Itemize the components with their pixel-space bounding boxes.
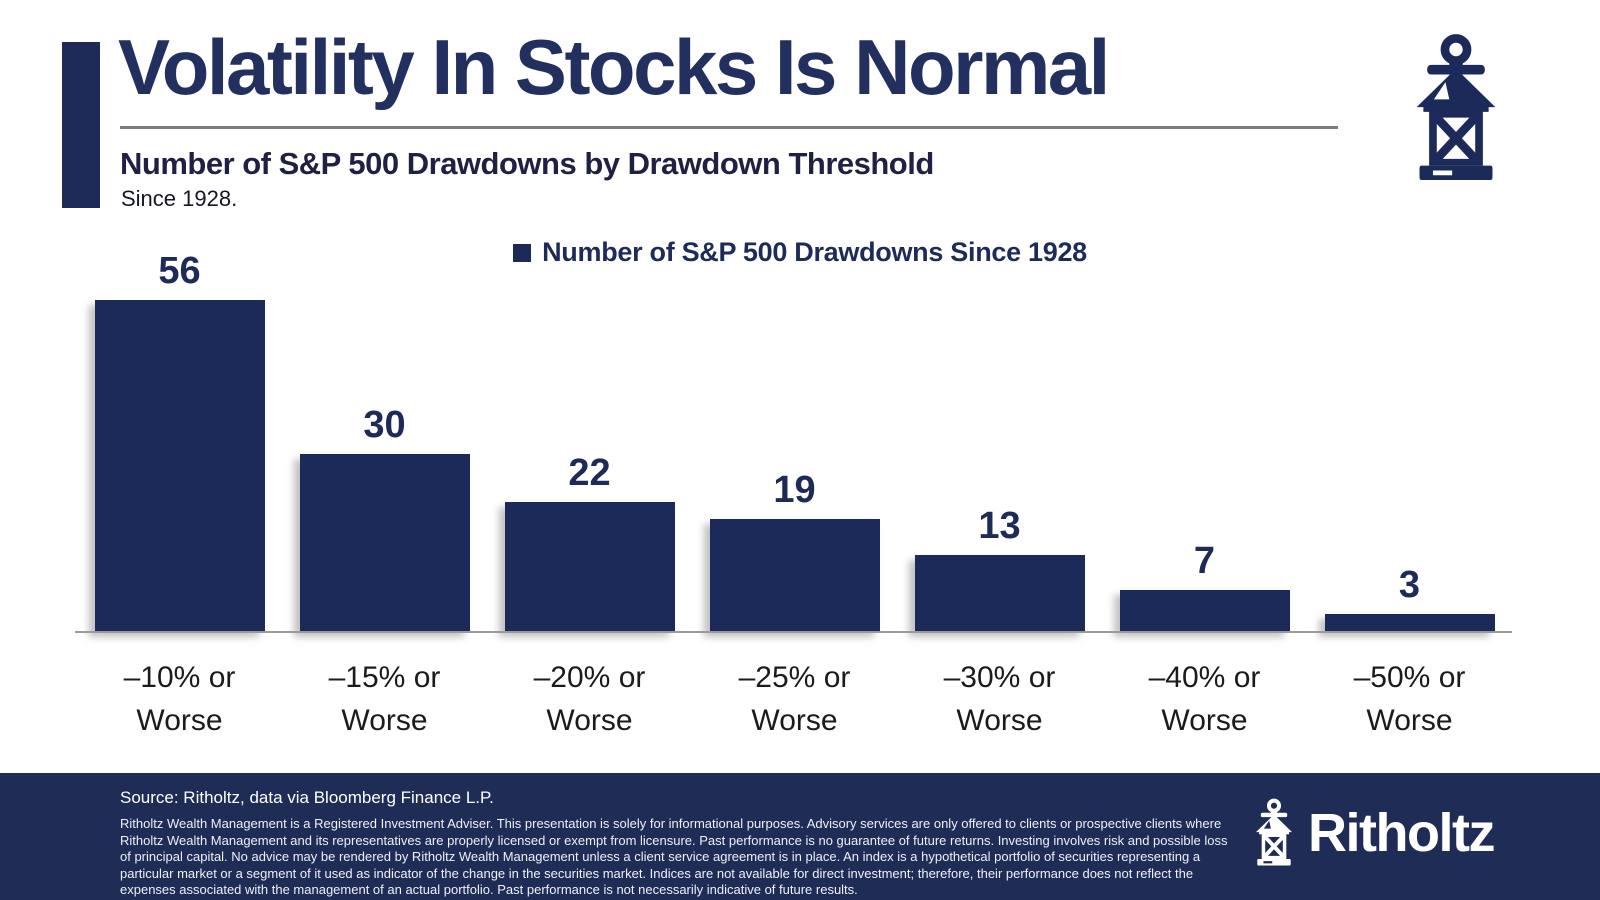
bar-value-label: 13 [978, 505, 1021, 547]
bar-value-label: 30 [363, 404, 406, 446]
x-axis-label-text: –25% or Worse [738, 661, 851, 737]
x-axis-label-text: –20% or Worse [533, 661, 646, 737]
bar-column: 19 [692, 469, 897, 632]
x-axis-label-text: –40% or Worse [1148, 661, 1261, 737]
lantern-icon [1252, 795, 1296, 871]
chart-legend: Number of S&P 500 Drawdowns Since 1928 [0, 237, 1600, 268]
chart-subnote: Since 1928. [121, 186, 238, 211]
bar-value-label: 3 [1398, 564, 1421, 606]
x-axis-label: –50% or Worse [1307, 656, 1512, 742]
bar-column: 3 [1307, 564, 1512, 632]
bar [914, 555, 1085, 632]
bar-chart: 56 30 22 19 13 7 3 [77, 244, 1513, 632]
x-axis-label: –15% or Worse [282, 656, 487, 742]
x-axis-label: –10% or Worse [77, 656, 282, 742]
footer: Source: Ritholtz, data via Bloomberg Fin… [0, 773, 1600, 900]
x-axis-label: –20% or Worse [487, 656, 692, 742]
bar-column: 22 [487, 452, 692, 632]
x-axis-label-text: –15% or Worse [328, 661, 441, 737]
x-axis-label-text: –10% or Worse [123, 661, 236, 737]
bar-value-label: 19 [773, 469, 816, 511]
x-axis-labels: –10% or Worse –15% or Worse –20% or Worse –… [77, 656, 1513, 742]
x-axis-label: –30% or Worse [897, 656, 1102, 742]
bar-column: 13 [897, 505, 1102, 632]
legend-swatch-icon [513, 243, 532, 262]
x-axis-label: –40% or Worse [1102, 656, 1307, 742]
x-axis-line [75, 631, 1512, 633]
bar-column: 56 [77, 250, 282, 632]
bar [504, 502, 675, 632]
bar [709, 519, 880, 632]
bar-value-label: 7 [1193, 540, 1216, 582]
source-note: Source: Ritholtz, data via Bloomberg Fin… [120, 788, 494, 807]
bar-value-label: 22 [568, 452, 611, 494]
title-accent-bar [62, 42, 100, 208]
bar-value-label: 56 [158, 250, 201, 292]
bar [1119, 590, 1290, 632]
bar [299, 454, 470, 632]
brand-logo-text: Ritholtz [1308, 803, 1495, 863]
lantern-icon [1408, 26, 1504, 192]
disclaimer-text: Ritholtz Wealth Management is a Register… [120, 816, 1228, 897]
x-axis-label-text: –50% or Worse [1353, 661, 1466, 737]
title-underline [120, 126, 1338, 129]
legend-label: Number of S&P 500 Drawdowns Since 1928 [542, 237, 1087, 267]
x-axis-label: –25% or Worse [692, 656, 897, 742]
x-axis-label-text: –30% or Worse [943, 661, 1056, 737]
page-title: Volatility In Stocks Is Normal [118, 23, 1110, 111]
bar-column: 7 [1102, 540, 1307, 632]
bar [94, 300, 265, 632]
bar [1324, 614, 1495, 632]
chart-subtitle: Number of S&P 500 Drawdowns by Drawdown … [120, 146, 934, 181]
brand-logo: Ritholtz [1252, 795, 1495, 871]
bar-column: 30 [282, 404, 487, 632]
